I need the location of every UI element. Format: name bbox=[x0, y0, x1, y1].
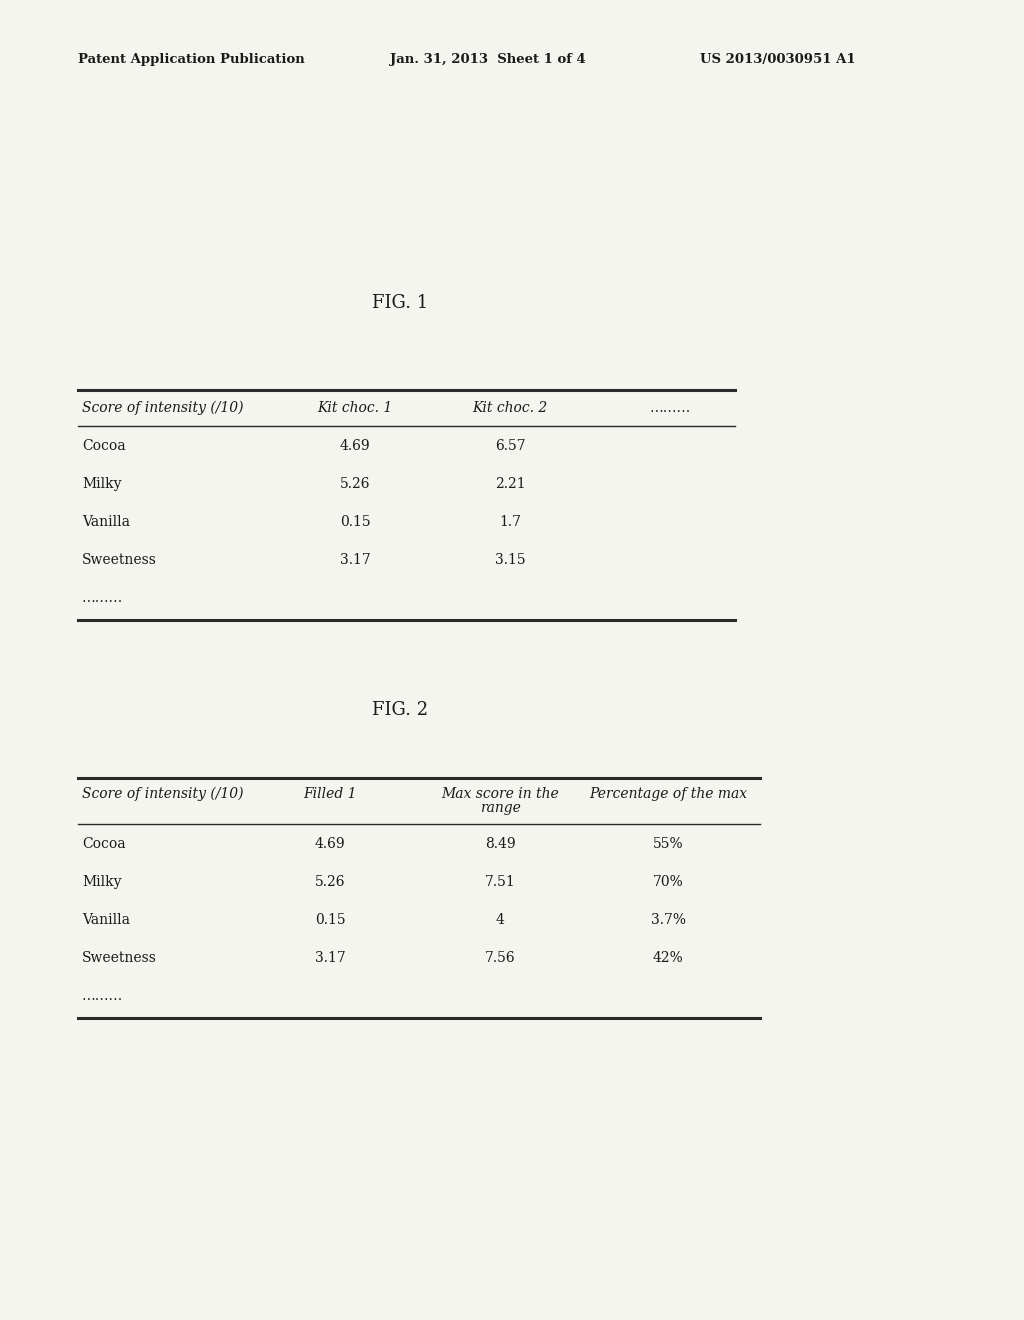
Text: 3.17: 3.17 bbox=[340, 553, 371, 568]
Text: 0.15: 0.15 bbox=[340, 515, 371, 529]
Text: 6.57: 6.57 bbox=[495, 440, 525, 453]
Text: Filled 1: Filled 1 bbox=[303, 787, 356, 801]
Text: 2.21: 2.21 bbox=[495, 477, 525, 491]
Text: 0.15: 0.15 bbox=[314, 913, 345, 927]
Text: 3.15: 3.15 bbox=[495, 553, 525, 568]
Text: Kit choc. 1: Kit choc. 1 bbox=[317, 401, 392, 414]
Text: 5.26: 5.26 bbox=[314, 875, 345, 888]
Text: Vanilla: Vanilla bbox=[82, 515, 130, 529]
Text: ………: ……… bbox=[82, 989, 123, 1003]
Text: Jan. 31, 2013  Sheet 1 of 4: Jan. 31, 2013 Sheet 1 of 4 bbox=[390, 54, 586, 66]
Text: 55%: 55% bbox=[652, 837, 683, 851]
Text: Cocoa: Cocoa bbox=[82, 440, 126, 453]
Text: ………: ……… bbox=[649, 401, 690, 414]
Text: Score of intensity (/10): Score of intensity (/10) bbox=[82, 401, 244, 416]
Text: Milky: Milky bbox=[82, 875, 122, 888]
Text: 70%: 70% bbox=[652, 875, 683, 888]
Text: Patent Application Publication: Patent Application Publication bbox=[78, 54, 305, 66]
Text: Sweetness: Sweetness bbox=[82, 950, 157, 965]
Text: 3.17: 3.17 bbox=[314, 950, 345, 965]
Text: Kit choc. 2: Kit choc. 2 bbox=[472, 401, 548, 414]
Text: 4: 4 bbox=[496, 913, 505, 927]
Text: 7.56: 7.56 bbox=[484, 950, 515, 965]
Text: Milky: Milky bbox=[82, 477, 122, 491]
Text: ………: ……… bbox=[82, 591, 123, 605]
Text: 8.49: 8.49 bbox=[484, 837, 515, 851]
Text: Cocoa: Cocoa bbox=[82, 837, 126, 851]
Text: 1.7: 1.7 bbox=[499, 515, 521, 529]
Text: FIG. 1: FIG. 1 bbox=[372, 294, 428, 312]
Text: range: range bbox=[479, 801, 520, 814]
Text: 4.69: 4.69 bbox=[340, 440, 371, 453]
Text: 7.51: 7.51 bbox=[484, 875, 515, 888]
Text: Sweetness: Sweetness bbox=[82, 553, 157, 568]
Text: Percentage of the max: Percentage of the max bbox=[589, 787, 748, 801]
Text: 5.26: 5.26 bbox=[340, 477, 371, 491]
Text: Vanilla: Vanilla bbox=[82, 913, 130, 927]
Text: 4.69: 4.69 bbox=[314, 837, 345, 851]
Text: Score of intensity (/10): Score of intensity (/10) bbox=[82, 787, 244, 801]
Text: US 2013/0030951 A1: US 2013/0030951 A1 bbox=[700, 54, 856, 66]
Text: 3.7%: 3.7% bbox=[650, 913, 685, 927]
Text: 42%: 42% bbox=[652, 950, 683, 965]
Text: FIG. 2: FIG. 2 bbox=[372, 701, 428, 719]
Text: Max score in the: Max score in the bbox=[441, 787, 559, 801]
